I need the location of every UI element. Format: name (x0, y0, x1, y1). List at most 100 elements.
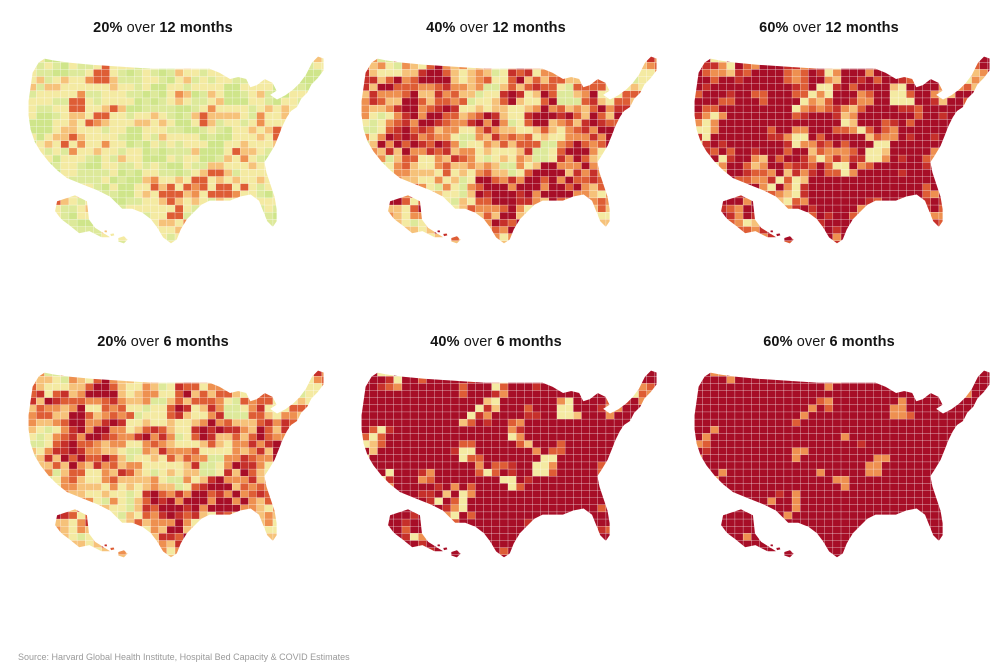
region-cell (264, 119, 274, 127)
region-cell (257, 362, 265, 369)
region-cell (938, 62, 948, 70)
region-cell (85, 547, 94, 555)
region-cell (451, 248, 459, 252)
region-cell (223, 411, 233, 420)
region-cell (865, 69, 874, 77)
region-cell (622, 140, 631, 149)
region-cell (297, 418, 306, 427)
region-cell (109, 240, 119, 244)
region-cell (824, 119, 834, 127)
region-cell (581, 226, 590, 234)
region-cell (532, 433, 541, 441)
region-cell (889, 112, 899, 120)
region-cell (573, 370, 582, 377)
region-cell (718, 76, 727, 84)
region-cell (971, 197, 980, 206)
region-cell (743, 48, 751, 55)
region-cell (979, 133, 989, 141)
region-cell (458, 454, 468, 463)
region-cell (987, 133, 990, 141)
region-cell (142, 362, 150, 369)
region-cell (491, 404, 501, 413)
region-cell (573, 176, 582, 184)
region-cell (248, 468, 257, 477)
region-cell (117, 383, 127, 391)
region-cell (467, 197, 476, 206)
region-cell (548, 212, 558, 220)
region-cell (28, 370, 37, 377)
region-cell (305, 226, 314, 234)
region-cell (573, 154, 582, 163)
region-cell (52, 468, 61, 477)
region-cell (297, 233, 306, 241)
region-cell (646, 219, 656, 227)
region-cell (694, 204, 703, 213)
region-cell (117, 411, 127, 420)
region-cell (630, 418, 639, 427)
region-cell (125, 62, 135, 70)
region-cell (507, 97, 517, 106)
region-cell (483, 69, 492, 77)
region-cell (971, 226, 980, 234)
region-cell (191, 90, 200, 99)
region-cell (240, 133, 249, 141)
region-cell (93, 162, 102, 170)
region-cell (68, 154, 78, 163)
region-cell (60, 83, 70, 92)
region-cell (207, 397, 217, 406)
region-cell (401, 140, 411, 149)
region-cell (409, 183, 419, 191)
region-cell (540, 440, 550, 448)
region-cell (207, 97, 217, 106)
region-cell (734, 219, 744, 227)
region-cell (297, 433, 306, 441)
region-cell (573, 90, 582, 99)
region-cell (280, 62, 290, 70)
region-cell (85, 90, 94, 99)
region-cell (297, 119, 306, 127)
region-cell (231, 411, 241, 420)
region-cell (751, 90, 760, 99)
region-cell (264, 418, 274, 427)
region-cell (824, 90, 834, 99)
region-cell (305, 119, 314, 127)
region-cell (361, 140, 370, 149)
region-cell (613, 240, 623, 244)
region-cell (36, 426, 45, 434)
region-cell (646, 147, 656, 156)
region-cell (158, 554, 168, 558)
region-cell (117, 176, 127, 184)
region-cell (564, 133, 574, 141)
region-cell (734, 154, 744, 163)
region-cell (401, 76, 411, 84)
region-cell (361, 183, 370, 191)
region-cell (630, 133, 639, 141)
region-cell (450, 154, 460, 163)
region-cell (60, 190, 70, 199)
region-cell (28, 154, 37, 163)
region-cell (638, 147, 647, 156)
region-cell (507, 447, 517, 455)
region-cell (150, 440, 159, 448)
region-cell (606, 248, 614, 252)
region-cell (971, 204, 980, 213)
region-cell (109, 76, 119, 84)
region-cell (516, 183, 525, 191)
region-cell (800, 240, 809, 244)
region-cell (857, 154, 866, 163)
region-cell (280, 411, 290, 420)
region-cell (938, 226, 948, 234)
region-cell (987, 176, 990, 184)
region-cell (548, 376, 558, 384)
region-cell (101, 212, 110, 220)
region-cell (906, 69, 915, 77)
region-cell (385, 176, 394, 184)
region-cell (849, 183, 858, 191)
region-cell (297, 240, 306, 244)
region-cell (418, 147, 427, 156)
region-cell (824, 126, 834, 134)
region-cell (734, 169, 744, 177)
region-cell (369, 76, 378, 84)
region-cell (442, 433, 452, 441)
region-cell (183, 112, 192, 120)
